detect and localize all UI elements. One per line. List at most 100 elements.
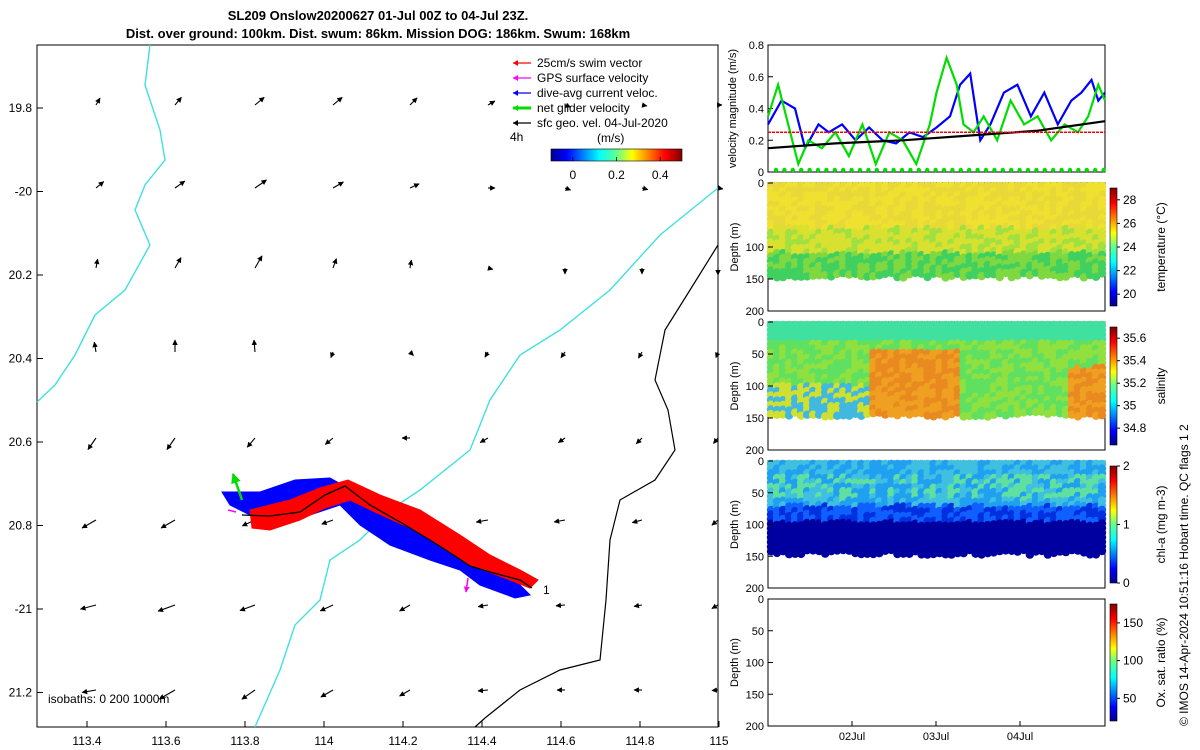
x-tick-label: 114.2 bbox=[388, 734, 417, 748]
salinity-sample bbox=[802, 410, 812, 419]
geo-velocity-arrow bbox=[409, 97, 418, 106]
velocity-point bbox=[908, 167, 913, 173]
y-tick-label: 100 bbox=[746, 242, 764, 254]
colorbar-tick-label: 35.6 bbox=[1123, 331, 1147, 345]
velocity-point bbox=[933, 167, 938, 173]
colorbar-tick-label: 35 bbox=[1123, 399, 1137, 413]
velocity-point bbox=[958, 167, 963, 173]
geo-velocity-arrow bbox=[321, 519, 334, 525]
geo-velocity-arrow bbox=[399, 604, 411, 612]
colorbar-tick-label: 0 bbox=[569, 168, 576, 182]
geo-velocity-arrow bbox=[254, 96, 265, 106]
y-tick-label: 21.2 bbox=[9, 686, 33, 700]
geo-velocity-arrow bbox=[557, 437, 566, 444]
geo-velocity-arrow bbox=[479, 437, 489, 443]
geo-velocity-arrow bbox=[166, 437, 176, 450]
velocity-point bbox=[1101, 167, 1106, 173]
geo-velocity-arrow bbox=[241, 689, 256, 700]
geo-velocity-arrow bbox=[319, 604, 334, 612]
velocity-point bbox=[874, 167, 879, 173]
y-tick-label: 0 bbox=[758, 167, 764, 179]
colorbar-tick-label: 24 bbox=[1123, 240, 1137, 254]
colorbar-tick-label: 35.2 bbox=[1123, 376, 1147, 390]
chl-a-sample bbox=[802, 546, 812, 555]
y-tick-label: 0 bbox=[758, 178, 764, 190]
temperature-sample bbox=[983, 270, 992, 279]
velocity-point bbox=[941, 167, 947, 173]
geo-velocity-arrow bbox=[246, 437, 256, 448]
salinity-sample bbox=[1061, 410, 1071, 419]
geo-velocity-arrow bbox=[332, 258, 338, 269]
legend-arrowhead bbox=[513, 60, 518, 66]
geo-velocity-arrow bbox=[477, 603, 489, 609]
velocity-point bbox=[841, 167, 846, 173]
geo-velocity-arrow bbox=[477, 687, 489, 694]
velocity-point bbox=[883, 167, 888, 173]
geo-velocity-arrow bbox=[564, 185, 572, 191]
chl-a-sample bbox=[893, 549, 902, 559]
colorbar-title: (m/s) bbox=[597, 131, 624, 145]
salinity-sample bbox=[839, 411, 848, 420]
salinity-sample bbox=[821, 412, 830, 421]
geo-velocity-arrow bbox=[399, 689, 411, 697]
salinity-sample bbox=[833, 411, 842, 420]
x-tick-label: 113.4 bbox=[72, 734, 101, 748]
velocity-point bbox=[857, 167, 863, 173]
temperature-sample bbox=[1055, 272, 1065, 282]
geo-velocity-arrow bbox=[711, 687, 719, 693]
y-axis-label: Depth (m) bbox=[729, 223, 741, 272]
x-tick-label: 114.4 bbox=[467, 734, 496, 748]
temperature-sample bbox=[1067, 269, 1077, 278]
colorbar-label: chl-a (mg m-3) bbox=[1154, 485, 1168, 563]
x-tick-label: 04Jul bbox=[1007, 731, 1033, 743]
geo-velocity-arrow bbox=[95, 181, 105, 189]
salinity-sample bbox=[808, 410, 818, 419]
chl-a-sample bbox=[833, 546, 842, 555]
salinity-colorbar bbox=[1109, 326, 1118, 446]
colorbar-tick-label: 1 bbox=[1123, 518, 1130, 532]
geo-velocity-arrow bbox=[254, 179, 267, 189]
salinity-sample bbox=[1097, 411, 1107, 420]
y-tick-label: 0.2 bbox=[749, 135, 764, 147]
y-tick-label: 150 bbox=[746, 274, 764, 286]
y-tick-label: 0 bbox=[758, 594, 764, 606]
track-end-label: 1 bbox=[543, 583, 550, 597]
gps-surface-velocity-arrow bbox=[227, 509, 237, 513]
colorbar-tick-label: 150 bbox=[1123, 616, 1143, 630]
colorbar-tick-label: 35.4 bbox=[1123, 354, 1147, 368]
isobaths-label: isobaths: 0 200 1000m bbox=[48, 692, 169, 706]
geo-velocity-arrow bbox=[157, 604, 176, 613]
salinity-sample bbox=[772, 410, 782, 419]
geo-velocity-arrow bbox=[332, 96, 343, 106]
oxygen-colorbar bbox=[1109, 603, 1118, 722]
y-tick-label: 0 bbox=[758, 456, 764, 468]
oxygen-panel: 0 50 100 150 200 Depth (m) 50 100 150 Ox. sat. ra… bbox=[729, 594, 1168, 733]
velocity-point bbox=[1093, 167, 1098, 173]
geo-velocity-arrow bbox=[81, 688, 97, 695]
chl-a-sample bbox=[917, 550, 926, 559]
colorbar-tick-label: 0.4 bbox=[652, 168, 669, 182]
y-axis-label: Depth (m) bbox=[729, 500, 741, 549]
velocity-point bbox=[799, 167, 804, 173]
geo-velocity-arrow bbox=[324, 437, 334, 445]
y-tick-label: 50 bbox=[752, 488, 764, 500]
geo-velocity-arrow bbox=[254, 255, 263, 269]
geo-velocity-arrow bbox=[79, 604, 97, 611]
velocity-point bbox=[891, 167, 896, 173]
y-tick-label: 20.6 bbox=[9, 435, 33, 449]
velocity-point bbox=[866, 167, 871, 173]
gps-surface-velocity-arrow bbox=[463, 577, 470, 593]
velocity-point bbox=[815, 167, 821, 173]
velocity-series-line bbox=[767, 71, 1106, 152]
velocity-point bbox=[1034, 167, 1039, 173]
y-tick-label: 100 bbox=[746, 520, 764, 532]
velocity-point bbox=[790, 167, 795, 173]
geo-velocity-arrow bbox=[635, 437, 643, 445]
temperature-sample bbox=[796, 272, 806, 281]
velocity-point bbox=[782, 167, 787, 173]
y-tick-label: 20.8 bbox=[9, 519, 33, 533]
chl-a-sample bbox=[796, 549, 806, 559]
y-tick-label: 100 bbox=[746, 381, 764, 393]
chl-a-panel: 0 50 100 150 200 Depth (m) 0 1 2 chl-a (mg m-3) bbox=[729, 456, 1168, 595]
chl-a-sample bbox=[899, 549, 908, 558]
